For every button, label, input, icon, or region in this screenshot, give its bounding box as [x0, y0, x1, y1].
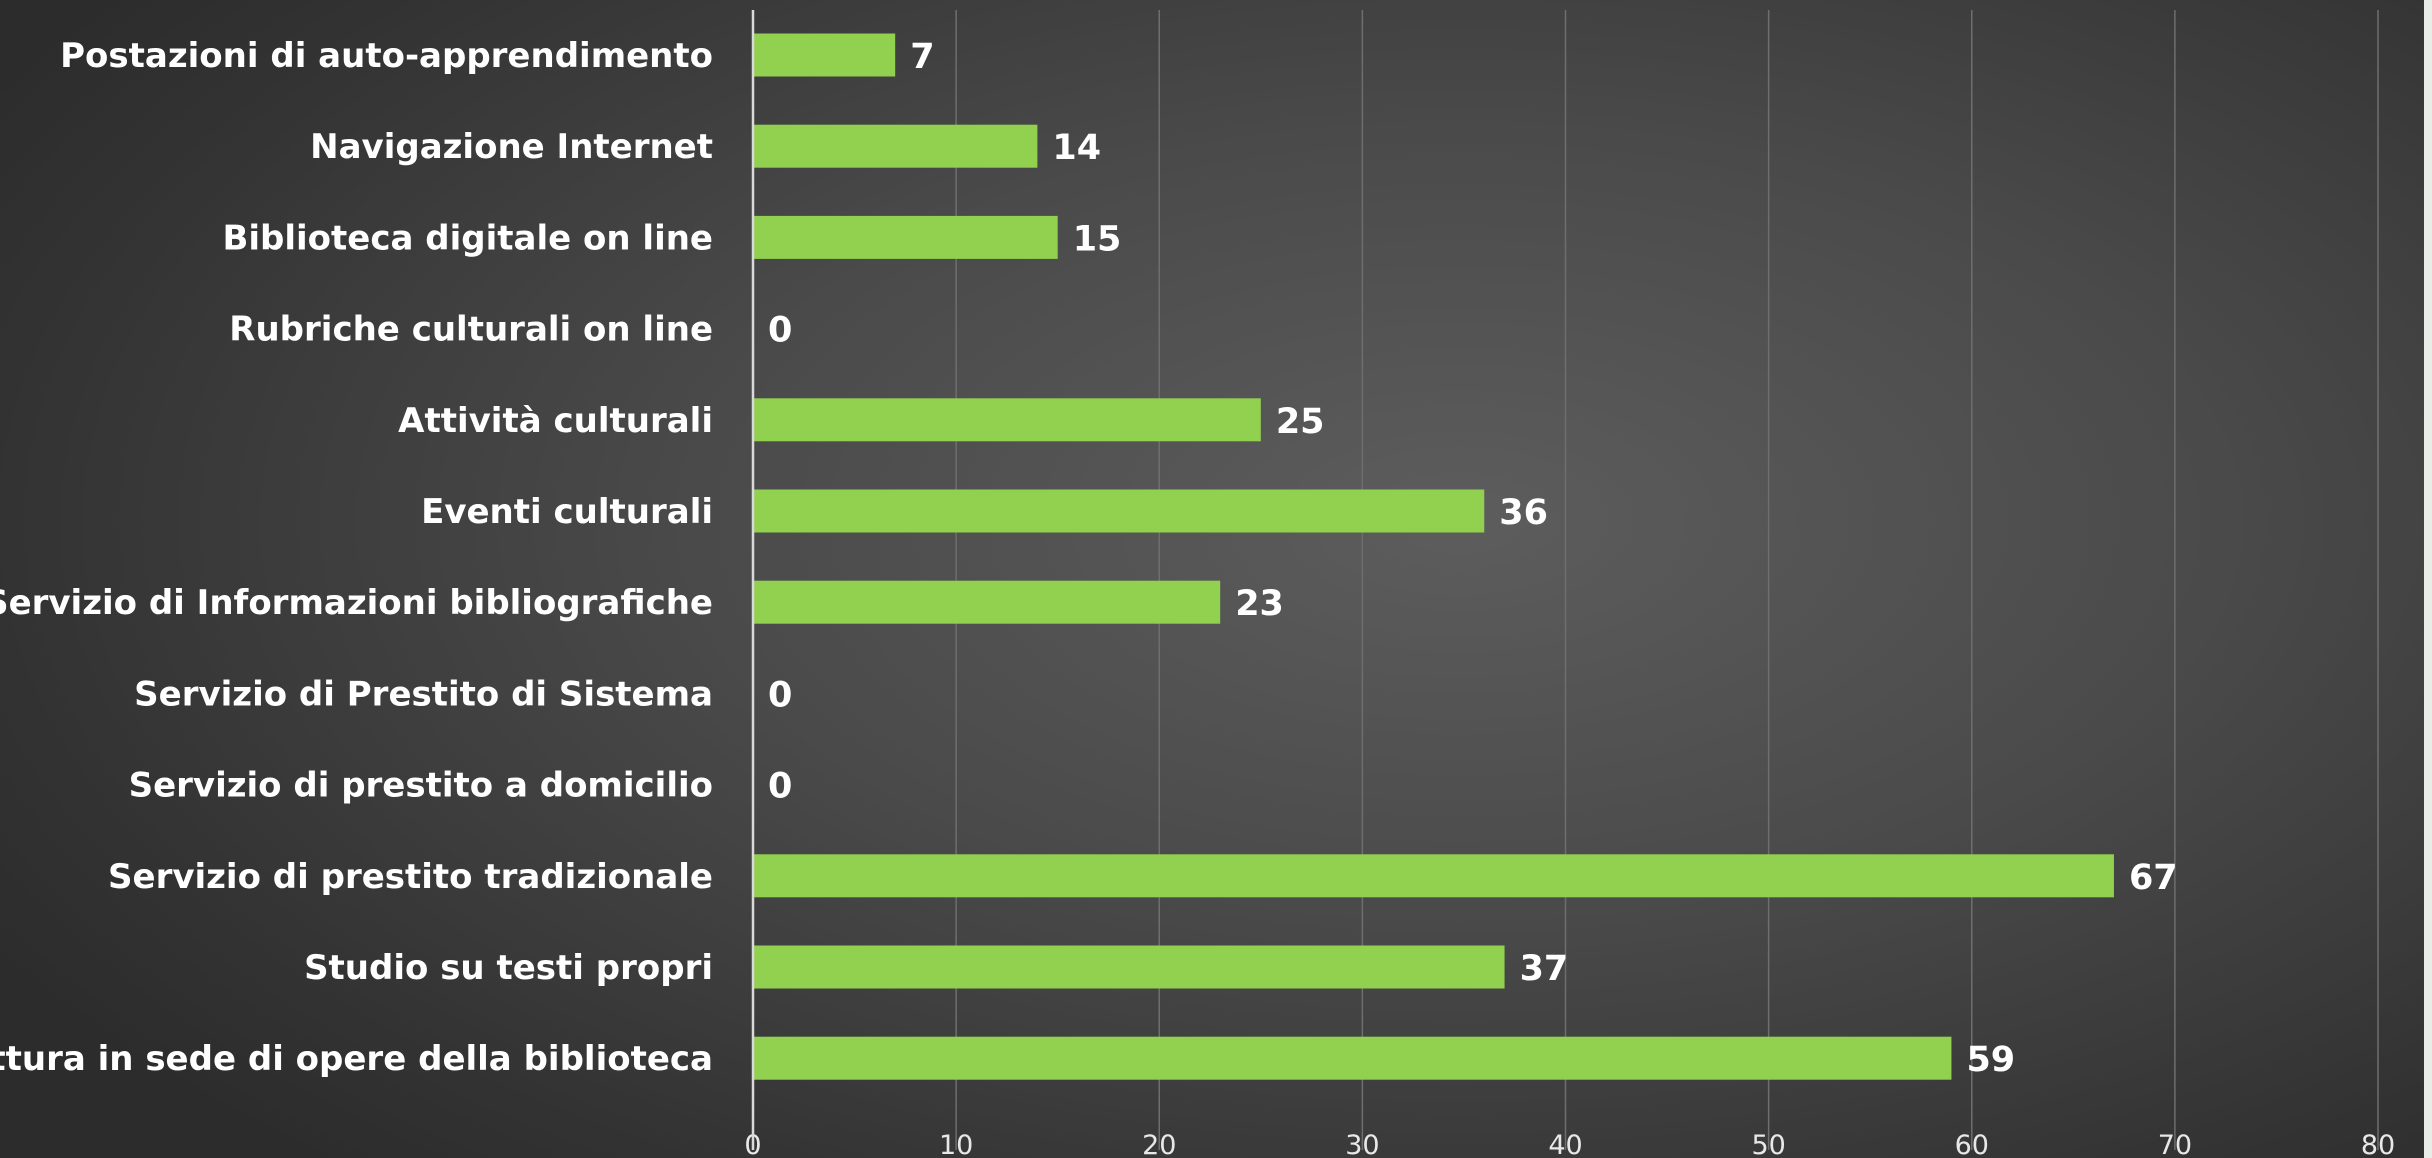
bar — [753, 1036, 1952, 1080]
value-label: 59 — [1966, 1040, 2015, 1080]
category-label: Servizio di prestito a domicilio — [129, 766, 713, 806]
x-axis-ticks: 01020304050607080 — [744, 1130, 2395, 1158]
bar — [753, 854, 2114, 898]
category-label: Lettura in sede di opere della bibliotec… — [0, 1039, 713, 1079]
category-label: Servizio di Informazioni bibliografiche — [0, 583, 713, 623]
category-label: Postazioni di auto-apprendimento — [60, 36, 713, 76]
x-tick-label: 60 — [1955, 1130, 1989, 1158]
value-label: 67 — [2129, 858, 2178, 898]
bar — [753, 124, 1038, 168]
value-label: 37 — [1520, 949, 1569, 989]
bar — [753, 580, 1221, 624]
category-label: Attività culturali — [398, 401, 713, 441]
x-tick-label: 70 — [2158, 1130, 2192, 1158]
right-edge-strip — [2424, 0, 2432, 1158]
x-tick-label: 80 — [2361, 1130, 2395, 1158]
bars — [753, 33, 2114, 1080]
bar — [753, 398, 1261, 442]
x-tick-label: 40 — [1548, 1130, 1582, 1158]
category-label: Studio su testi propri — [304, 948, 713, 988]
category-label: Servizio di prestito tradizionale — [108, 857, 713, 897]
x-tick-label: 10 — [939, 1130, 973, 1158]
bar — [753, 33, 896, 77]
value-label: 0 — [768, 767, 792, 807]
value-label: 36 — [1499, 493, 1548, 533]
category-label: Eventi culturali — [421, 492, 713, 532]
value-label: 23 — [1235, 584, 1284, 624]
value-label: 0 — [768, 311, 792, 351]
value-labels: 7 14 15 0 25 36 23 0 0 67 37 59 — [768, 37, 2178, 1080]
bar — [753, 215, 1058, 259]
category-label: Rubriche culturali on line — [229, 310, 713, 350]
category-label: Navigazione Internet — [310, 127, 713, 167]
category-labels: Postazioni di auto-apprendimento Navigazi… — [0, 36, 713, 1079]
value-label: 25 — [1276, 402, 1325, 442]
category-label: Biblioteca digitale on line — [222, 218, 713, 258]
x-tick-label: 50 — [1751, 1130, 1785, 1158]
bar — [753, 489, 1485, 533]
value-label: 0 — [768, 675, 792, 715]
value-label: 15 — [1073, 219, 1122, 259]
x-tick-label: 20 — [1142, 1130, 1176, 1158]
category-label: Servizio di Prestito di Sistema — [134, 674, 713, 714]
bar — [753, 945, 1505, 989]
value-label: 14 — [1052, 128, 1101, 168]
value-label: 7 — [910, 37, 934, 77]
x-tick-label: 30 — [1345, 1130, 1379, 1158]
gridlines — [955, 10, 2379, 1150]
